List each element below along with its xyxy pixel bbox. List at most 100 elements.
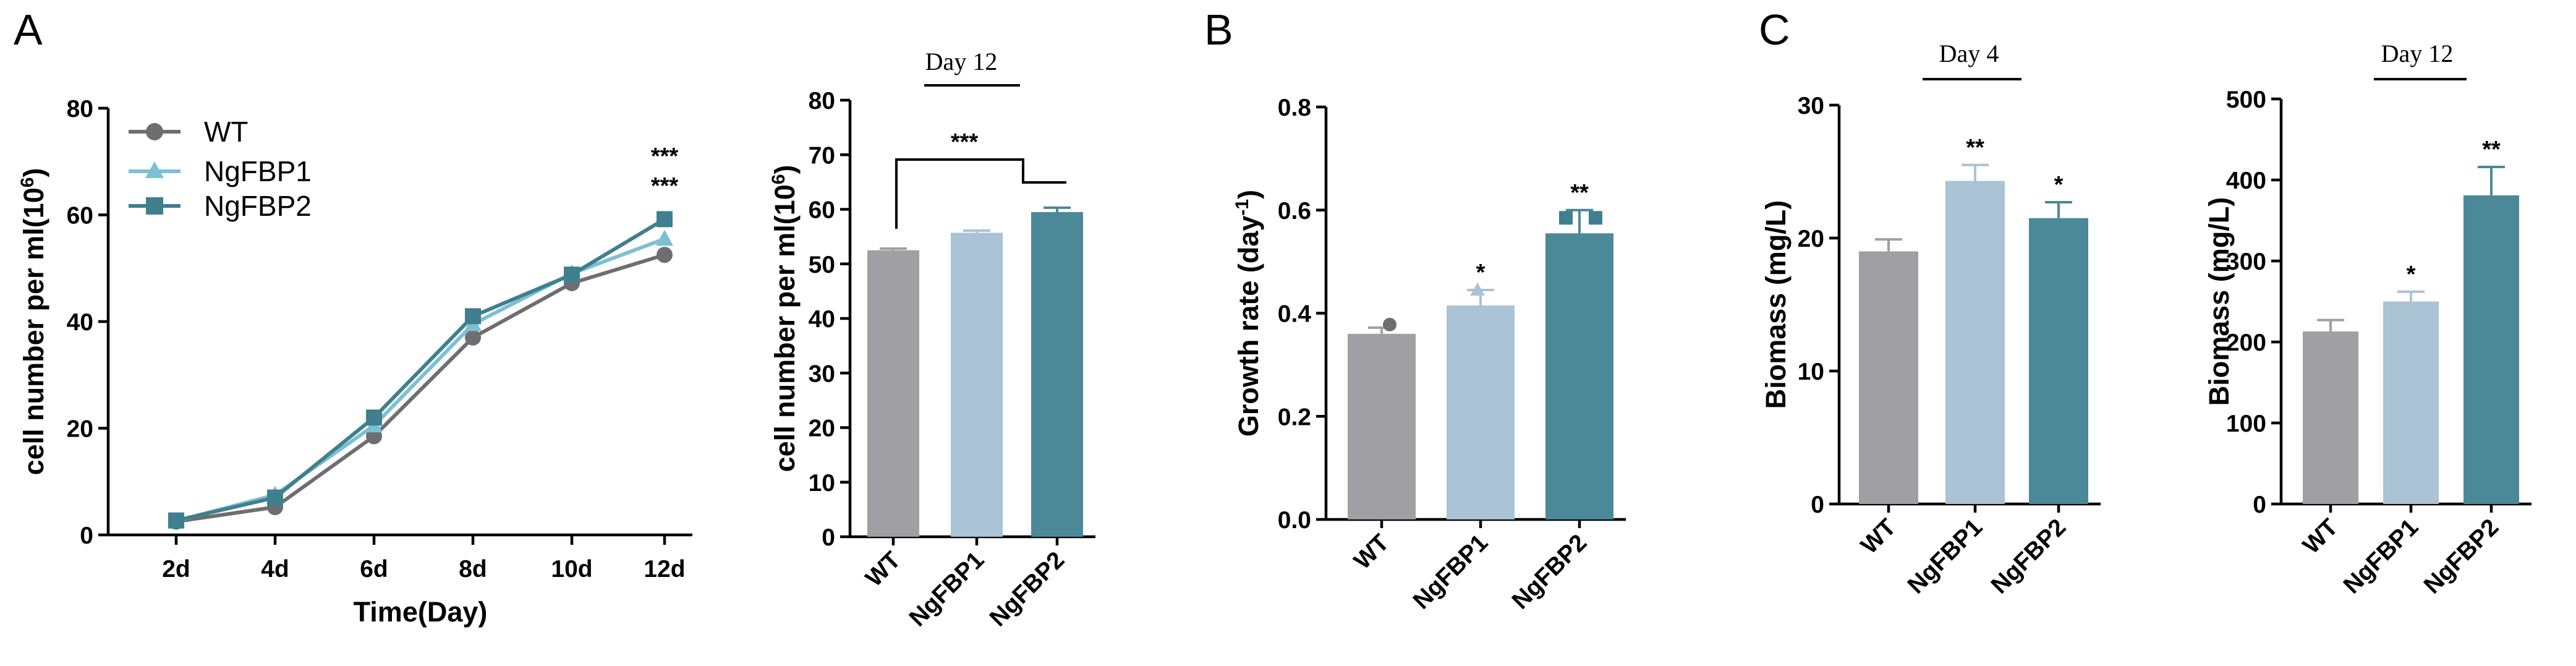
legend-marker-ngfbp2	[146, 197, 163, 215]
y-tick-label: 0	[1811, 492, 1824, 518]
y-axis-label: Biomass (mg/L)	[1760, 200, 1792, 409]
chart-title: Day 4	[1939, 40, 1999, 67]
y-tick-label: 200	[2226, 330, 2266, 356]
series-line-ngfbp2	[176, 217, 666, 523]
bar-ngfbp2	[1545, 233, 1613, 519]
y-axis-label: Biomass (mg/L)	[2203, 197, 2235, 406]
y-tick-label: 0.2	[1278, 404, 1311, 430]
y-tick-label: 60	[67, 203, 93, 229]
panel-label-b: B	[1204, 6, 1233, 54]
y-axis-label: cell number per ml(106)	[768, 165, 801, 472]
data-point-ngfbp2	[657, 211, 673, 228]
y-tick-label: 60	[809, 197, 835, 224]
x-tick-label: NgFBP2	[1507, 529, 1592, 615]
bar-wt	[867, 250, 919, 537]
y-tick-label: 30	[809, 361, 835, 387]
data-point-ngfbp2	[1589, 211, 1602, 225]
bar-wt	[2303, 331, 2358, 504]
chart-title: Day 12	[2381, 40, 2454, 67]
bar-ngfbp2	[2463, 195, 2519, 504]
significance-label: **	[1966, 135, 1984, 161]
bar-ngfbp1	[2383, 301, 2439, 504]
legend-label-ngfbp2: NgFBP2	[204, 190, 312, 222]
x-tick-label: NgFBP1	[904, 547, 990, 632]
data-point-ngfbp2	[1559, 211, 1573, 225]
legend-marker-ngfbp1	[145, 161, 164, 178]
x-tick-label: 2d	[162, 556, 190, 583]
y-tick-label: 80	[67, 96, 93, 122]
bar-wt	[1859, 251, 1918, 504]
x-tick-label: NgFBP2	[2419, 514, 2504, 599]
y-tick-label: 100	[2226, 411, 2266, 437]
panel-label-c: C	[1759, 6, 1790, 54]
y-tick-label: 10	[809, 470, 835, 497]
y-tick-label: 0	[2253, 492, 2266, 518]
x-tick-label: NgFBP2	[985, 547, 1070, 632]
y-tick-label: 70	[809, 142, 835, 169]
y-tick-label: 0.6	[1278, 198, 1311, 224]
x-tick-label: WT	[861, 547, 906, 592]
significance-label: *	[1476, 260, 1486, 286]
y-tick-label: 0	[822, 524, 835, 551]
significance-label: *	[2407, 262, 2416, 288]
y-tick-label: 30	[1798, 93, 1824, 119]
series-line-wt	[176, 253, 665, 524]
x-axis-label: Time(Day)	[354, 596, 488, 628]
data-point-wt	[1383, 317, 1396, 331]
chart-title: Day 12	[925, 48, 998, 75]
y-tick-label: 0.4	[1278, 301, 1312, 328]
y-tick-label: 400	[2226, 168, 2266, 194]
y-tick-label: 20	[67, 416, 93, 443]
y-tick-label: 0	[80, 523, 93, 549]
bar-ngfbp2	[2029, 218, 2088, 504]
data-point-wt	[465, 329, 481, 346]
data-point-ngfbp2	[366, 409, 382, 426]
biomass-day4-chart: 0 10 20 30 WT NgFBP1 ** NgFBP2 * Biomass (mg/L) Da…	[1760, 40, 2101, 599]
data-point-ngfbp1	[656, 229, 673, 246]
legend-marker-wt	[146, 123, 163, 140]
x-tick-label: NgFBP1	[1408, 529, 1494, 615]
significance-label: *	[2054, 172, 2064, 198]
bar-wt	[1348, 333, 1416, 519]
significance-label: ***	[651, 143, 679, 169]
data-point-ngfbp2	[564, 267, 580, 283]
significance-label: ***	[651, 173, 679, 199]
x-tick-label: WT	[1349, 529, 1394, 574]
data-point-ngfbp2	[267, 489, 283, 506]
comparison-bracket	[895, 158, 1066, 229]
x-tick-label: 4d	[261, 556, 289, 583]
data-point-ngfbp2	[168, 512, 184, 529]
legend-label-wt: WT	[204, 116, 249, 148]
y-tick-label: 50	[809, 252, 835, 278]
x-tick-label: 10d	[551, 556, 592, 583]
legend-label-ngfbp1: NgFBP1	[204, 155, 312, 187]
y-axis-label: cell number per ml(106)	[17, 168, 50, 476]
x-tick-label: 8d	[459, 556, 487, 583]
data-point-ngfbp2	[465, 308, 481, 325]
growth-rate-chart: 0.0 0.2 0.4 0.6 0.8 WT NgFBP1 * NgFBP2 ** Growth r…	[1232, 95, 1626, 615]
bar-ngfbp2	[1031, 211, 1083, 537]
y-tick-label: 80	[809, 88, 835, 114]
growth-curve-chart: 0 20 40 60 80 2d 4d 6d 8d 10d 12d Time(Day) cell num…	[17, 96, 692, 628]
significance-label: **	[1570, 180, 1589, 206]
y-tick-label: 10	[1798, 359, 1824, 385]
y-tick-label: 20	[1798, 226, 1824, 252]
data-point-wt	[657, 247, 673, 263]
series-line-ngfbp1	[176, 237, 666, 523]
y-tick-label: 40	[809, 306, 835, 333]
x-tick-label: WT	[1856, 514, 1901, 559]
y-tick-label: 500	[2226, 87, 2266, 113]
panel-label-a: A	[14, 6, 43, 54]
y-tick-label: 40	[67, 309, 93, 336]
bar-ngfbp1	[951, 233, 1003, 537]
x-tick-label: WT	[2298, 514, 2343, 559]
y-tick-label: 300	[2226, 249, 2266, 275]
x-tick-label: 6d	[360, 556, 388, 583]
data-point-ngfbp1	[1470, 282, 1485, 296]
x-tick-label: 12d	[644, 556, 685, 583]
x-tick-label: NgFBP2	[1986, 514, 2072, 599]
bar-ngfbp1	[1447, 305, 1515, 519]
